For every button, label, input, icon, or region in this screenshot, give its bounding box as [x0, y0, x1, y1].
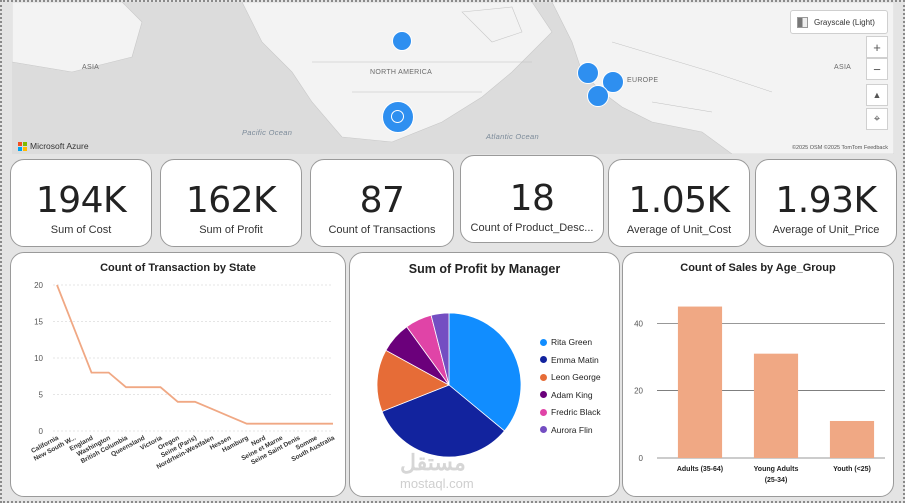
- legend-swatch: [540, 426, 547, 433]
- kpi-label: Count of Product_Desc...: [470, 222, 594, 234]
- bar: [753, 353, 799, 458]
- y-tick-label: 20: [34, 281, 43, 290]
- legend-swatch: [540, 356, 547, 363]
- y-tick-label: 20: [634, 387, 643, 396]
- map-label-atlantic: Atlantic Ocean: [486, 132, 539, 141]
- map-visual[interactable]: ASIA NORTH AMERICA ASIA EUROPE Pacific O…: [12, 2, 894, 154]
- legend-item[interactable]: Adam King: [540, 390, 593, 400]
- chart-title: Sum of Profit by Manager: [408, 262, 561, 276]
- kpi-card-count-transactions[interactable]: 87 Count of Transactions: [310, 159, 454, 247]
- x-tick-label: Youth (<25): [833, 466, 871, 473]
- kpi-card-sum-profit[interactable]: 162K Sum of Profit: [160, 159, 302, 247]
- zoom-in-button[interactable]: +: [866, 36, 888, 58]
- y-tick-label: 40: [634, 319, 643, 328]
- legend-item[interactable]: Aurora Flin: [540, 425, 593, 435]
- legend-item[interactable]: Rita Green: [540, 337, 592, 347]
- kpi-value: 162K: [185, 180, 277, 221]
- legend-label: Rita Green: [551, 337, 593, 347]
- map-attribution[interactable]: ©2025 OSM ©2025 TomTom Feedback: [791, 145, 888, 151]
- map-bubble-british-columbia[interactable]: [392, 31, 412, 51]
- microsoft-logo-icon: [18, 141, 27, 151]
- kpi-card-sum-cost[interactable]: 194K Sum of Cost: [10, 159, 152, 247]
- panel-sales-by-age-group[interactable]: Count of Sales by Age_Group 0 20 40 Adults …: [622, 252, 894, 497]
- kpi-label: Sum of Cost: [50, 224, 112, 236]
- map-style-picker[interactable]: Grayscale (Light): [790, 10, 888, 34]
- kpi-label: Count of Transactions: [328, 224, 436, 236]
- legend-swatch: [540, 338, 547, 346]
- map-bubble-france[interactable]: [587, 85, 609, 107]
- azure-logo: Microsoft Azure: [18, 141, 89, 151]
- tilt-button[interactable]: ▲: [866, 84, 888, 106]
- chart-title: Count of Transaction by State: [100, 262, 256, 274]
- legend-label: Emma Matin: [551, 354, 599, 365]
- pie-slice: [376, 349, 450, 413]
- bar: [829, 420, 875, 458]
- kpi-label: Average of Unit_Cost: [626, 224, 732, 236]
- map-bubble-california[interactable]: [382, 101, 414, 133]
- compass-button[interactable]: ⌖: [866, 108, 888, 130]
- kpi-card-count-product[interactable]: 18 Count of Product_Desc...: [460, 155, 604, 243]
- legend-swatch: [540, 373, 547, 381]
- map-style-icon: [797, 16, 808, 28]
- pie-slice: [430, 312, 450, 386]
- map-label-north-america: NORTH AMERICA: [370, 69, 433, 76]
- x-tick-label: Adults (35-64): [677, 466, 723, 473]
- map-land: [12, 2, 894, 154]
- map-bubble-england[interactable]: [577, 62, 599, 84]
- map-bubble-germany[interactable]: [602, 71, 624, 93]
- legend-item[interactable]: Leon George: [540, 372, 601, 382]
- y-tick-label: 5: [39, 391, 44, 400]
- map-label-asia-left: ASIA: [82, 64, 100, 71]
- map-label-asia-right: ASIA: [834, 64, 852, 71]
- bar: [677, 306, 723, 458]
- panel-transactions-by-state[interactable]: Count of Transaction by State 0 5 10 15 20 Ca…: [10, 252, 346, 497]
- map-style-label: Grayscale (Light): [814, 17, 875, 27]
- y-tick-label: 10: [34, 354, 43, 363]
- legend-item[interactable]: Fredric Black: [540, 407, 601, 417]
- map-provider-label: Microsoft Azure: [30, 141, 89, 151]
- y-tick-label: 15: [34, 318, 43, 327]
- kpi-label: Average of Unit_Price: [772, 224, 880, 236]
- x-tick-label: (25-34): [765, 477, 788, 484]
- map-label-pacific: Pacific Ocean: [242, 128, 293, 137]
- legend-swatch: [540, 408, 547, 416]
- panel-profit-by-manager[interactable]: Sum of Profit by Manager Rita Green Emma …: [349, 252, 620, 497]
- x-tick-label: Young Adults: [754, 466, 799, 473]
- kpi-card-avg-unit-cost[interactable]: 1.05K Average of Unit_Cost: [608, 159, 750, 247]
- watermark-latin: mostaql.com: [400, 476, 474, 491]
- legend-label: Fredric Black: [551, 407, 601, 417]
- kpi-value: 87: [359, 180, 405, 221]
- legend-item[interactable]: Emma Matin: [540, 355, 599, 365]
- kpi-value: 1.05K: [628, 180, 730, 221]
- pie-slice: [381, 384, 506, 458]
- kpi-value: 194K: [35, 180, 127, 221]
- kpi-label: Sum of Profit: [199, 224, 263, 236]
- pie-chart: [376, 312, 522, 458]
- pie-slice: [448, 312, 522, 432]
- y-tick-label: 0: [39, 427, 44, 436]
- legend-label: Adam King: [551, 389, 593, 400]
- bar-chart: 0 20 40 Adults (35-64) Young Adults (25-34) Yo…: [634, 306, 885, 484]
- kpi-card-avg-unit-price[interactable]: 1.93K Average of Unit_Price: [755, 159, 897, 247]
- watermark-arabic: مستقل: [400, 450, 466, 475]
- map-label-europe: EUROPE: [627, 77, 659, 84]
- legend-label: Aurora Flin: [551, 424, 593, 435]
- kpi-value: 1.93K: [775, 180, 877, 221]
- y-tick-label: 0: [639, 454, 644, 463]
- kpi-value: 18: [509, 178, 555, 219]
- chart-title: Count of Sales by Age_Group: [680, 262, 836, 274]
- zoom-out-button[interactable]: −: [866, 58, 888, 80]
- legend-swatch: [540, 391, 547, 398]
- line-series: [56, 284, 333, 425]
- legend-label: Leon George: [551, 372, 601, 382]
